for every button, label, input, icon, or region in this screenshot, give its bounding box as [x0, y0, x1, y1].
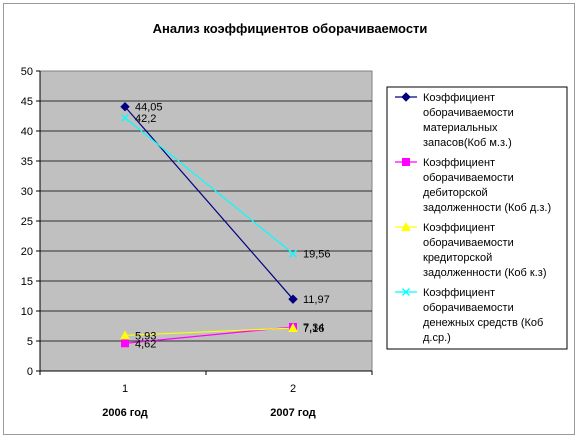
marker-stroke — [402, 288, 410, 296]
y-tick-label: 30 — [21, 186, 33, 198]
x-tick-label: 2 — [290, 383, 296, 395]
y-tick-label: 35 — [21, 156, 33, 168]
legend-label: запасов(Коб м.з.) — [423, 137, 512, 149]
y-tick-label: 45 — [21, 96, 33, 108]
data-label: 11,97 — [303, 294, 330, 306]
data-label: 7,34 — [303, 322, 324, 334]
plot-area: 0 5 10 15 20 25 30 35 40 45 50 1 2006 год 2 2007 год 44… — [21, 66, 373, 419]
legend-label: Коэффициент — [423, 157, 495, 169]
legend-label: д.ср.) — [423, 332, 451, 344]
legend-entry-2: Коэффициент оборачиваемости дебиторской зад… — [395, 157, 551, 214]
legend-entry-3: Коэффициент оборачиваемости кредиторской за… — [395, 221, 546, 279]
data-point-1-1 — [120, 101, 130, 112]
data-label: 44,05 — [135, 102, 163, 114]
legend-label: задолженности (Коб д.з.) — [423, 202, 551, 214]
legend-marker — [401, 221, 411, 231]
y-tick-label: 25 — [21, 216, 33, 228]
series-line-4 — [124, 117, 294, 255]
legend-box — [386, 86, 568, 350]
series-line-3 — [124, 327, 294, 337]
legend-label: оборачиваемости — [423, 107, 514, 119]
y-tick-label: 5 — [27, 336, 33, 348]
chart-title: Анализ коэффициентов оборачиваемости — [153, 21, 428, 36]
legend-marker — [401, 92, 411, 102]
legend-marker — [402, 288, 410, 296]
data-label: 5,93 — [135, 330, 156, 342]
legend-label: дебиторской — [423, 187, 488, 199]
y-tick-label: 0 — [27, 366, 33, 378]
legend-label: задолженности (Коб к.з) — [423, 267, 546, 279]
marker-stroke — [289, 249, 297, 258]
legend-entry-1: Коэффициент оборачиваемости материальных за… — [395, 92, 514, 149]
data-point-3-1 — [120, 330, 130, 340]
data-label: 19,56 — [303, 249, 331, 261]
category-name: 2006 год — [102, 407, 148, 419]
y-tick-label: 20 — [21, 246, 33, 258]
data-point-3-2 — [288, 322, 298, 333]
legend-label: материальных — [423, 122, 498, 134]
data-label: 4,62 — [135, 338, 156, 350]
y-tick-label: 40 — [21, 126, 33, 138]
marker-stroke — [121, 113, 129, 122]
legend-label: оборачиваемости — [423, 172, 514, 184]
legend-label: кредиторской — [423, 252, 492, 264]
y-tick-label: 15 — [21, 276, 33, 288]
legend-label: оборачиваемости — [423, 302, 514, 314]
legend-marker — [402, 158, 410, 166]
y-tick-label: 50 — [21, 66, 33, 78]
legend-label: Коэффициент — [423, 92, 495, 104]
x-tick-label: 1 — [122, 383, 128, 395]
data-label: 7,16 — [303, 323, 324, 335]
data-point-4-2 — [289, 249, 297, 258]
series-line-1 — [124, 106, 294, 300]
data-label: 42,2 — [135, 113, 156, 125]
y-tick-label: 10 — [21, 306, 33, 318]
data-point-2-1 — [121, 339, 129, 348]
legend: Коэффициент оборачиваемости материальных за… — [386, 86, 568, 350]
legend-label: оборачиваемости — [423, 237, 514, 249]
category-name: 2007 год — [270, 407, 316, 419]
data-point-4-1 — [121, 113, 129, 122]
legend-label: Коэффициент — [423, 287, 495, 299]
legend-label: денежных средств (Коб — [423, 317, 543, 329]
legend-label: Коэффициент — [423, 222, 495, 234]
legend-entry-4: Коэффициент оборачиваемости денежных средс… — [395, 287, 543, 344]
data-point-1-2 — [288, 294, 298, 304]
